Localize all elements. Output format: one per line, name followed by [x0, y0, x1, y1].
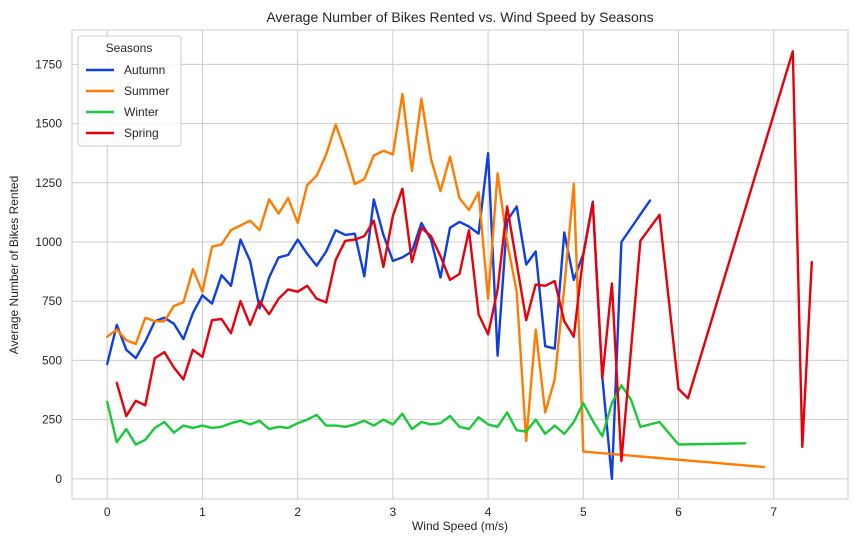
- series-line-autumn: [105, 151, 652, 481]
- series-lines: [105, 50, 813, 481]
- x-tick-label: 7: [770, 505, 777, 519]
- legend-label-autumn: Autumn: [124, 63, 165, 77]
- chart-title: Average Number of Bikes Rented vs. Wind …: [266, 9, 653, 25]
- y-tick-label: 500: [42, 353, 62, 367]
- x-tick-label: 2: [294, 505, 301, 519]
- y-tick-labels: 0 250 500 750 1000 1250 1500 1750: [35, 57, 62, 486]
- legend-label-winter: Winter: [124, 105, 159, 119]
- y-tick-label: 1000: [35, 235, 62, 249]
- y-tick-label: 750: [42, 294, 62, 308]
- legend-title: Seasons: [106, 41, 153, 55]
- y-axis-label: Average Number of Bikes Rented: [7, 176, 21, 355]
- legend: Seasons Autumn Summer Winter Spring: [77, 35, 182, 147]
- x-tick-label: 3: [390, 505, 397, 519]
- x-tick-labels: 0 1 2 3 4 5 6 7: [104, 505, 778, 519]
- x-tick-label: 1: [199, 505, 206, 519]
- legend-label-spring: Spring: [124, 126, 159, 140]
- y-tick-label: 1250: [35, 176, 62, 190]
- legend-items: Autumn Summer Winter Spring: [86, 63, 169, 140]
- x-tick-label: 4: [485, 505, 492, 519]
- y-tick-label: 0: [55, 472, 62, 486]
- x-tick-label: 5: [580, 505, 587, 519]
- series-line-spring: [115, 50, 813, 463]
- series-line-summer: [105, 92, 766, 469]
- x-tick-label: 6: [675, 505, 682, 519]
- y-tick-label: 1750: [35, 57, 62, 71]
- y-tick-label: 1500: [35, 117, 62, 131]
- y-tick-label: 250: [42, 413, 62, 427]
- x-axis-label: Wind Speed (m/s): [412, 519, 508, 533]
- legend-label-summer: Summer: [124, 84, 169, 98]
- series-line-winter: [105, 384, 747, 446]
- plot-background: [71, 29, 849, 500]
- legend-box: [77, 35, 182, 147]
- x-tick-label: 0: [104, 505, 111, 519]
